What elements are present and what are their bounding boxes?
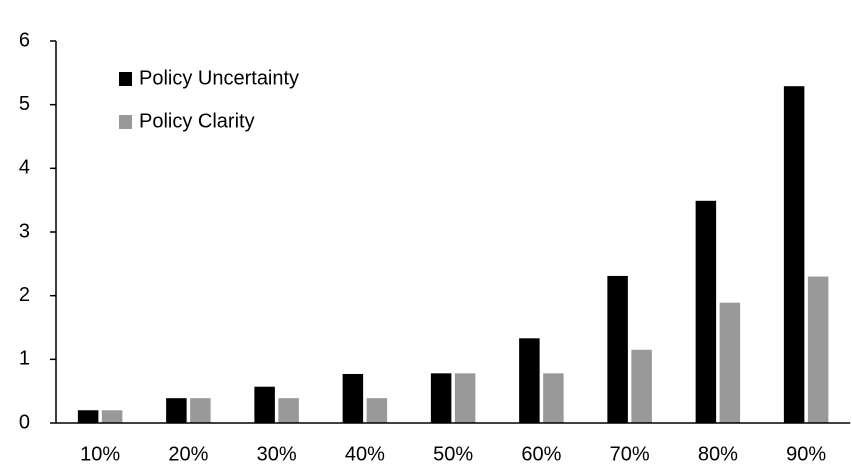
legend-swatch <box>119 72 132 86</box>
bar <box>254 386 275 423</box>
bar <box>807 276 829 423</box>
bar <box>190 398 211 423</box>
bar <box>454 373 476 423</box>
bar <box>77 410 99 423</box>
x-tick-label: 50% <box>433 443 473 465</box>
x-tick-label: 80% <box>698 443 738 465</box>
legend-label: Policy Clarity <box>139 110 255 132</box>
bar <box>695 200 717 423</box>
bar <box>631 349 652 423</box>
y-tick-label: 1 <box>19 348 30 370</box>
bar <box>342 373 364 423</box>
x-tick-label: 60% <box>521 443 561 465</box>
x-tick-label: 10% <box>80 443 120 465</box>
y-tick-label: 6 <box>19 29 30 51</box>
bar <box>719 302 741 423</box>
x-tick-label: 40% <box>345 443 385 465</box>
x-tick-label: 70% <box>610 443 650 465</box>
bar <box>101 410 123 423</box>
x-tick-label: 20% <box>168 443 208 465</box>
bar <box>278 398 299 423</box>
legend-label: Policy Uncertainty <box>139 67 299 89</box>
y-tick-label: 3 <box>19 220 30 242</box>
bar <box>366 398 388 423</box>
y-tick-label: 5 <box>19 93 30 115</box>
bar <box>543 373 564 423</box>
bar <box>519 338 540 423</box>
y-tick-label: 2 <box>19 284 30 306</box>
bar <box>783 86 805 423</box>
y-tick-label: 4 <box>19 157 30 179</box>
x-tick-label: 90% <box>786 443 826 465</box>
x-tick-label: 30% <box>257 443 297 465</box>
bar <box>607 275 628 423</box>
bar <box>166 398 187 423</box>
legend-swatch <box>119 115 132 129</box>
bar <box>430 373 452 423</box>
y-tick-label: 0 <box>19 411 30 433</box>
